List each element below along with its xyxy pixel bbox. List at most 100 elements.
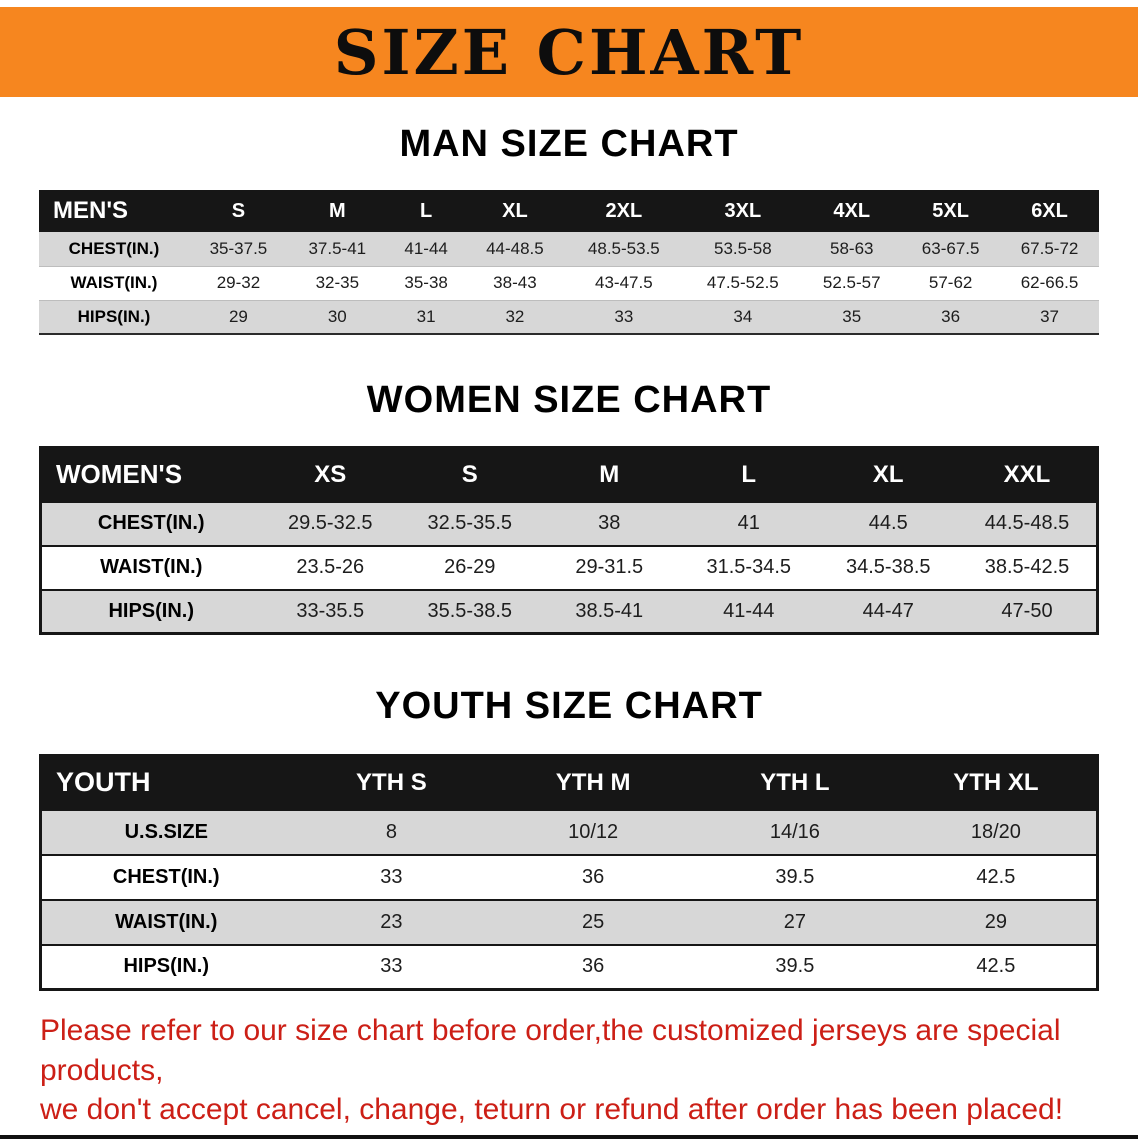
row-label: WAIST(IN.) xyxy=(70,273,158,292)
size-column-header: 4XL xyxy=(802,190,902,232)
measurement-row: U.S.SIZE 8 10/12 14/16 18/20 xyxy=(40,809,1098,855)
disclaimer-line-1: Please refer to our size chart before or… xyxy=(40,1014,1061,1087)
measurement-row: HIPS(IN.) 33-35.5 35.5-38.5 38.5-41 41-44 44-… xyxy=(40,589,1098,634)
header-row: WOMEN'S XS S M L XL XXL xyxy=(40,447,1098,502)
row-label: HIPS(IN.) xyxy=(108,599,195,622)
size-value-cell: 41-44 xyxy=(723,599,775,622)
size-value-cell: 39.5 xyxy=(775,865,815,888)
size-value-cell: 32-35 xyxy=(315,273,360,292)
row-label: CHEST(IN.) xyxy=(97,512,205,534)
size-value-cell: 33 xyxy=(380,865,403,888)
size-column-header: 2XL xyxy=(564,190,684,232)
size-value-cell: 62-66.5 xyxy=(1020,273,1079,292)
table-title-cell: YOUTH xyxy=(40,755,291,810)
size-value-cell: 38-43 xyxy=(493,273,537,292)
size-value-cell: 47-50 xyxy=(1001,599,1053,622)
youth-size-table: YOUTH YTH S YTH M YTH L YTH XL U.S.SIZE 8 10/12… xyxy=(39,754,1099,991)
women-section-heading: WOMEN SIZE CHART xyxy=(366,379,772,421)
size-value-cell: 29 xyxy=(984,910,1007,933)
disclaimer-note: Please refer to our size chart before or… xyxy=(40,1011,1096,1130)
size-value-cell: 33 xyxy=(380,955,403,978)
size-column-header: M xyxy=(287,190,387,232)
size-column-header: YTH L xyxy=(694,755,896,810)
size-value-cell: 32 xyxy=(505,306,525,326)
measurement-row: CHEST(IN.) 29.5-32.5 32.5-35.5 38 41 44.5 44.5… xyxy=(40,501,1098,546)
row-label: WAIST(IN.) xyxy=(100,556,203,578)
size-value-cell: 67.5-72 xyxy=(1020,238,1079,258)
header-row: YOUTH YTH S YTH M YTH L YTH XL xyxy=(40,755,1098,810)
size-value-cell: 63-67.5 xyxy=(921,238,980,258)
size-column-header: XL xyxy=(465,190,565,232)
size-value-cell: 29-32 xyxy=(216,273,261,292)
size-value-cell: 35-37.5 xyxy=(209,238,268,258)
size-value-cell: 29.5-32.5 xyxy=(287,512,373,534)
size-value-cell: 34 xyxy=(733,306,753,326)
measurement-row: HIPS(IN.) 29 30 31 32 33 34 35 36 37 xyxy=(39,300,1099,334)
size-value-cell: 41 xyxy=(737,512,760,534)
measurement-row: CHEST(IN.) 33 36 39.5 42.5 xyxy=(40,854,1098,900)
size-value-cell: 38.5-41 xyxy=(575,599,644,622)
size-value-cell: 18/20 xyxy=(970,820,1021,843)
size-value-cell: 44.5-48.5 xyxy=(984,512,1070,534)
table-title-cell: MEN'S xyxy=(39,190,189,232)
table-title-cell: WOMEN'S xyxy=(40,447,261,502)
row-label: CHEST(IN.) xyxy=(68,238,160,258)
size-column-header: XXL xyxy=(958,447,1098,502)
size-value-cell: 33 xyxy=(614,306,634,326)
size-value-cell: 48.5-53.5 xyxy=(587,238,660,258)
size-column-header: 3XL xyxy=(683,190,803,232)
size-value-cell: 47.5-52.5 xyxy=(706,273,779,292)
size-value-cell: 53.5-58 xyxy=(714,238,772,258)
size-value-cell: 44.5 xyxy=(868,512,908,534)
measurement-row: WAIST(IN.) 23 25 27 29 xyxy=(40,899,1098,945)
size-column-header: 5XL xyxy=(901,190,1001,232)
measurement-row: CHEST(IN.) 35-37.5 37.5-41 41-44 44-48.5 48.5… xyxy=(39,232,1099,266)
size-value-cell: 37.5-41 xyxy=(308,238,367,258)
youth-section-heading: YOUTH SIZE CHART xyxy=(375,685,763,727)
size-value-cell: 25 xyxy=(582,910,605,933)
men-section-heading: MAN SIZE CHART xyxy=(399,123,739,165)
row-label: HIPS(IN.) xyxy=(123,955,210,978)
size-value-cell: 38.5-42.5 xyxy=(984,556,1070,578)
page-title: SIZE CHART xyxy=(333,15,805,89)
size-column-header: XS xyxy=(260,447,400,502)
size-value-cell: 23 xyxy=(380,910,403,933)
size-value-cell: 41-44 xyxy=(404,238,448,258)
size-value-cell: 33-35.5 xyxy=(296,599,365,622)
size-value-cell: 42.5 xyxy=(976,955,1016,978)
size-value-cell: 34.5-38.5 xyxy=(845,556,931,578)
size-value-cell: 44-48.5 xyxy=(486,238,544,258)
men-size-table: MEN'S S M L XL 2XL 3XL 4XL 5XL 6XL CHEST(IN.) 35-37… xyxy=(39,190,1099,335)
size-column-header: S xyxy=(189,190,288,232)
size-value-cell: 44-47 xyxy=(862,599,914,622)
size-value-cell: 14/16 xyxy=(769,820,820,843)
header-row: MEN'S S M L XL 2XL 3XL 4XL 5XL 6XL xyxy=(39,190,1099,232)
size-value-cell: 26-29 xyxy=(444,556,496,578)
size-chart-banner: SIZE CHART xyxy=(0,7,1138,97)
size-value-cell: 39.5 xyxy=(775,955,815,978)
size-value-cell: 29-31.5 xyxy=(575,556,644,578)
row-label: U.S.SIZE xyxy=(124,820,208,843)
size-column-header: YTH XL xyxy=(895,755,1098,810)
size-value-cell: 29 xyxy=(228,306,248,326)
size-value-cell: 36 xyxy=(941,306,961,326)
size-column-header: YTH S xyxy=(290,755,493,810)
size-value-cell: 35-38 xyxy=(404,273,448,292)
row-label: CHEST(IN.) xyxy=(112,865,220,888)
size-value-cell: 32.5-35.5 xyxy=(427,512,512,534)
size-value-cell: 37 xyxy=(1040,306,1059,326)
size-value-cell: 31.5-34.5 xyxy=(706,556,791,578)
size-value-cell: 8 xyxy=(385,820,397,843)
size-value-cell: 43-47.5 xyxy=(595,273,653,292)
size-value-cell: 52.5-57 xyxy=(822,273,881,292)
size-value-cell: 57-62 xyxy=(928,273,973,292)
row-label: WAIST(IN.) xyxy=(115,910,218,933)
size-column-header: YTH M xyxy=(492,755,694,810)
size-column-header: XL xyxy=(818,447,958,502)
women-size-table: WOMEN'S XS S M L XL XXL CHEST(IN.) 29.5-32.5 32.5… xyxy=(39,446,1099,635)
size-value-cell: 38 xyxy=(598,512,621,534)
size-column-header: L xyxy=(386,190,466,232)
row-label: HIPS(IN.) xyxy=(77,306,151,326)
size-column-header: 6XL xyxy=(1000,190,1099,232)
bottom-border xyxy=(0,1135,1138,1139)
